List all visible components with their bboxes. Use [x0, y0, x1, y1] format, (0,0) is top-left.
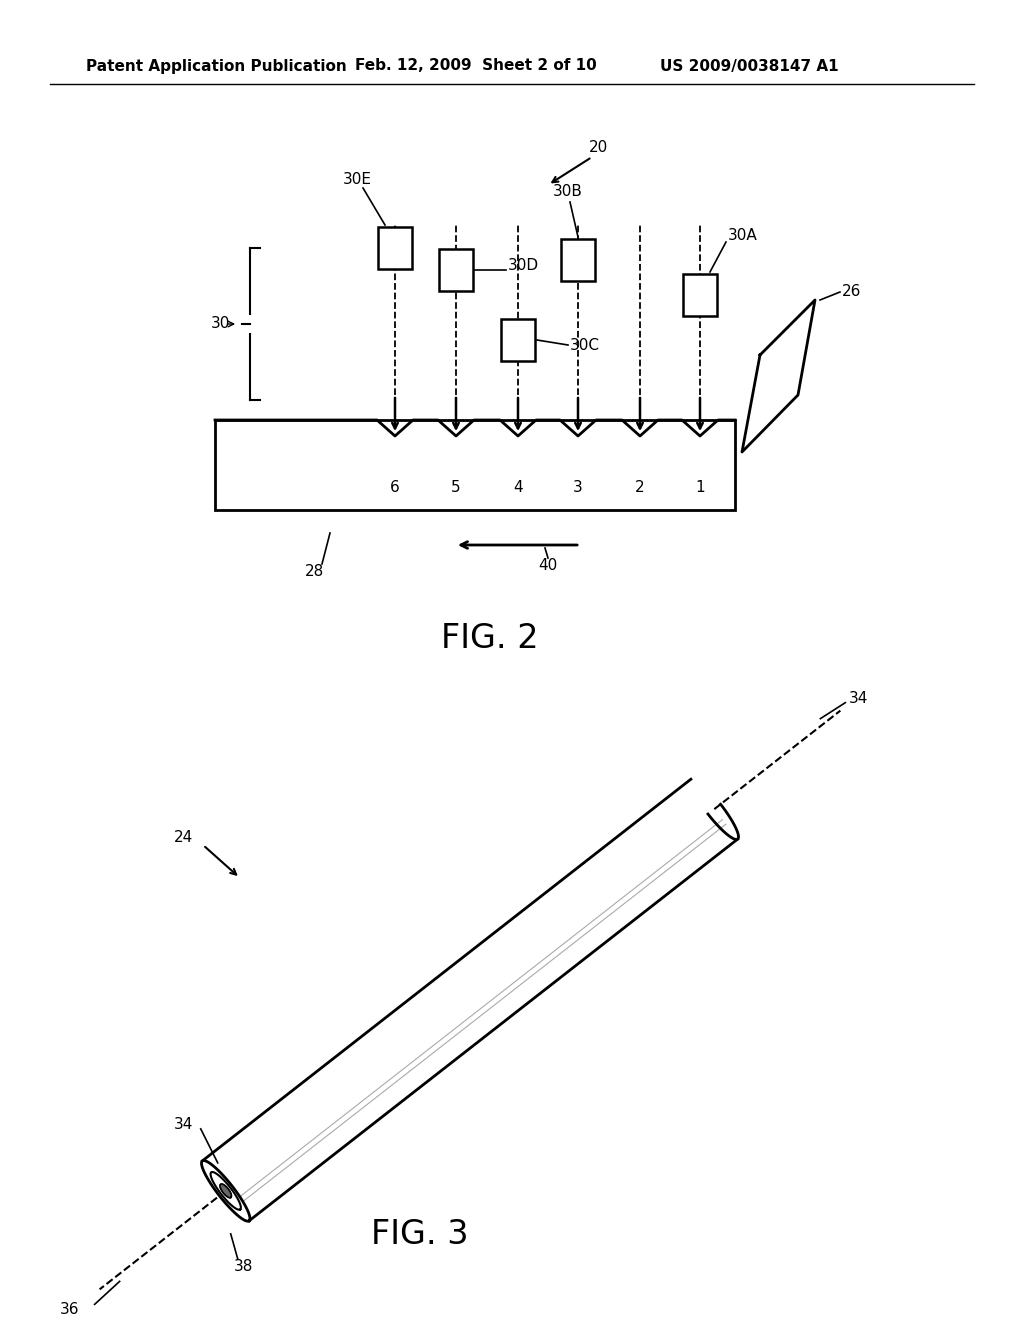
Text: 38: 38 [234, 1259, 253, 1274]
Text: 3: 3 [573, 480, 583, 495]
Bar [215, 420, 735, 510]
Text: 1: 1 [695, 480, 705, 495]
Polygon shape [220, 1184, 231, 1197]
Text: 30C: 30C [570, 338, 600, 352]
Text: Feb. 12, 2009  Sheet 2 of 10: Feb. 12, 2009 Sheet 2 of 10 [355, 58, 597, 74]
Text: 30D: 30D [508, 257, 539, 272]
Text: 5: 5 [452, 480, 461, 495]
Bar [683, 275, 717, 315]
Text: 26: 26 [842, 285, 861, 300]
Text: 2: 2 [635, 480, 645, 495]
Polygon shape [202, 1160, 250, 1221]
Text: 36: 36 [60, 1302, 80, 1317]
Text: FIG. 2: FIG. 2 [441, 622, 539, 655]
Text: 30B: 30B [553, 185, 583, 199]
Polygon shape [742, 300, 815, 451]
Text: FIG. 3: FIG. 3 [372, 1218, 469, 1251]
Text: US 2009/0038147 A1: US 2009/0038147 A1 [660, 58, 839, 74]
Text: 30: 30 [210, 317, 229, 331]
Text: 34: 34 [174, 1117, 194, 1133]
Text: 40: 40 [539, 557, 558, 573]
Bar [378, 227, 412, 269]
Text: 4: 4 [513, 480, 523, 495]
Text: 30A: 30A [728, 227, 758, 243]
Text: 34: 34 [848, 692, 867, 706]
Text: 20: 20 [589, 140, 607, 156]
Text: Patent Application Publication: Patent Application Publication [86, 58, 347, 74]
Bar [561, 239, 595, 281]
Text: 24: 24 [174, 830, 193, 846]
Bar [439, 249, 473, 290]
Bar [501, 319, 535, 360]
Text: 6: 6 [390, 480, 400, 495]
Text: 28: 28 [305, 565, 325, 579]
Polygon shape [211, 1172, 241, 1209]
Text: 30E: 30E [342, 173, 372, 187]
